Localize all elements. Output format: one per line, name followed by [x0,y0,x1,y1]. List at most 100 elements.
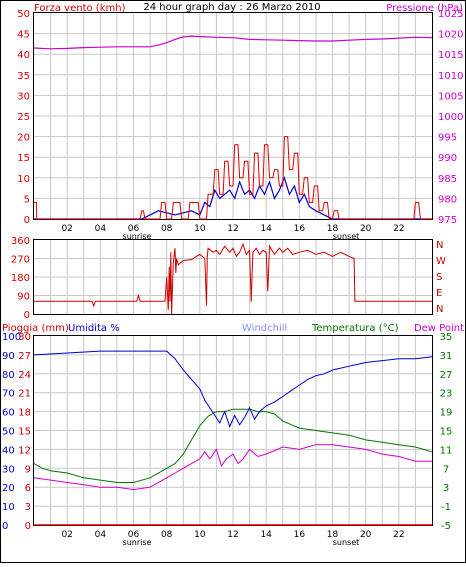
x-tick-label: 10 [194,530,206,540]
y-tick-label-humidity: 30 [2,464,15,475]
y-tick-label-wind: 25 [17,112,30,123]
y-tick-label-rain: 30 [18,332,31,343]
y-tick-label-rain: 24 [18,370,31,381]
y-tick-label-temperature: 19 [440,408,453,419]
compass-label-n-bottom: N [436,304,443,315]
compass-label-n-top: N [436,240,443,251]
y-tick-label-rain: 18 [18,408,31,419]
y-tick-label-temperature: 27 [440,370,453,381]
y-tick-label-rain: 3 [25,502,31,513]
rain-axis-label: Pioggia (mm) [2,323,69,334]
y-tick-label-humidity: 20 [2,483,15,494]
x-tick-label: 18 [327,530,339,540]
x-tick-label: 20 [360,224,372,234]
y-tick-label-pressure: 990 [438,153,457,164]
y-tick-label-pressure: 1020 [438,30,463,41]
y-tick-label-rain: 12 [18,445,31,456]
y-tick-label-wind: 30 [17,91,30,102]
y-tick-label-pressure: 980 [438,194,457,205]
y-tick-label-humidity: 60 [2,408,15,419]
sunset-label-top: sunset [333,232,360,241]
y-tick-label-humidity: 0 [2,521,8,532]
y-tick-label-rain: 9 [25,464,31,475]
sunset-label-bottom: sunset [333,538,360,547]
y-tick-label-humidity: 80 [2,370,15,381]
y-tick-label-temperature: 23 [440,389,453,400]
series-lines [33,35,433,526]
y-tick-label-pressure: 1025 [438,9,463,20]
dewpoint-line [33,444,432,491]
y-tick-label-pressure: 1010 [438,71,463,82]
y-tick-label-wind: 5 [24,194,30,205]
y-tick-label-rain: 21 [18,389,31,400]
wind-speed-line [34,136,432,220]
x-tick-label: 12 [227,530,238,540]
pressure-line [33,35,433,50]
tick-labels: 0510152025303540455097598098599099510001… [2,9,463,540]
wind-direction-line [34,242,432,315]
x-tick-label: 08 [161,530,173,540]
y-tick-label-humidity: 70 [2,389,15,400]
y-tick-label-temperature: 7 [443,464,449,475]
y-tick-label-rain: 6 [25,483,31,494]
temperature-axis-label: Temperatura (°C) [311,323,399,334]
y-tick-label-direction: 360 [11,236,30,247]
x-tick-label: 16 [294,224,306,234]
x-tick-label: 22 [393,224,404,234]
compass-label-e: E [436,288,442,299]
x-tick-label: 14 [260,224,272,234]
dewpoint-axis-label: Dew Point [414,323,464,334]
sunrise-label-bottom: sunrise [123,538,152,547]
x-tick-label: 02 [61,224,72,234]
y-tick-label-wind: 40 [17,50,30,61]
y-tick-label-wind: 45 [17,30,30,41]
y-tick-label-direction: 180 [11,273,30,284]
x-tick-label: 04 [95,530,107,540]
wind-axis-label: Forza vento (kmh) [34,3,126,14]
y-tick-label-temperature: -1 [441,502,451,513]
y-tick-label-wind: 20 [17,133,30,144]
x-tick-label: 14 [260,530,272,540]
y-tick-label-humidity: 10 [2,502,15,513]
compass-label-w: W [436,256,446,267]
y-tick-label-pressure: 1000 [438,112,463,123]
y-tick-label-wind: 15 [17,153,30,164]
grid-lines [34,13,432,525]
y-tick-label-temperature: 11 [440,445,453,456]
y-tick-label-humidity: 40 [2,445,15,456]
y-tick-label-rain: 15 [18,427,31,438]
x-tick-label: 06 [128,530,140,540]
x-tick-label: 12 [227,224,238,234]
humidity-line [33,350,433,429]
pressure-axis-label: Pressione (hPa) [386,3,463,14]
x-tick-label: 06 [128,224,140,234]
y-tick-label-direction: 270 [11,255,30,266]
y-tick-label-wind: 50 [17,9,30,20]
y-tick-label-pressure: 975 [438,215,457,226]
y-tick-label-humidity: 100 [2,332,21,343]
y-tick-label-pressure: 985 [438,174,457,185]
y-tick-label-wind: 0 [24,215,30,226]
x-tick-label: 08 [161,224,173,234]
x-tick-label: 22 [393,530,404,540]
y-tick-label-direction: 90 [17,292,30,303]
x-tick-label: 10 [194,224,206,234]
y-tick-label-rain: 0 [25,521,31,532]
x-tick-label: 18 [327,224,339,234]
y-tick-label-pressure: 995 [438,133,457,144]
x-tick-label: 02 [61,530,72,540]
y-tick-label-temperature: 35 [440,332,453,343]
windchill-label: Windchill [242,323,287,334]
chart-title: 24 hour graph day : 26 Marzo 2010 [143,2,320,13]
x-tick-label: 16 [294,530,306,540]
y-tick-label-pressure: 1015 [438,50,463,61]
y-tick-label-humidity: 50 [2,427,15,438]
humidity-axis-label: Umidita % [68,323,120,334]
y-tick-label-rain: 27 [18,351,31,362]
sunrise-label-top: sunrise [123,232,152,241]
y-tick-label-temperature: 31 [440,351,453,362]
y-tick-label-humidity: 90 [2,351,15,362]
wind-panel-frame [33,12,433,220]
